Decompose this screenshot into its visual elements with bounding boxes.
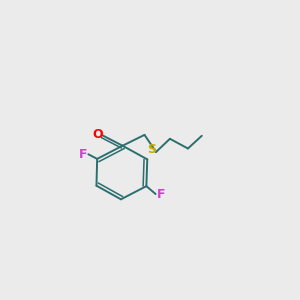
Text: O: O — [92, 128, 103, 141]
Text: F: F — [79, 148, 88, 161]
Text: F: F — [156, 188, 165, 200]
Text: S: S — [147, 143, 156, 156]
